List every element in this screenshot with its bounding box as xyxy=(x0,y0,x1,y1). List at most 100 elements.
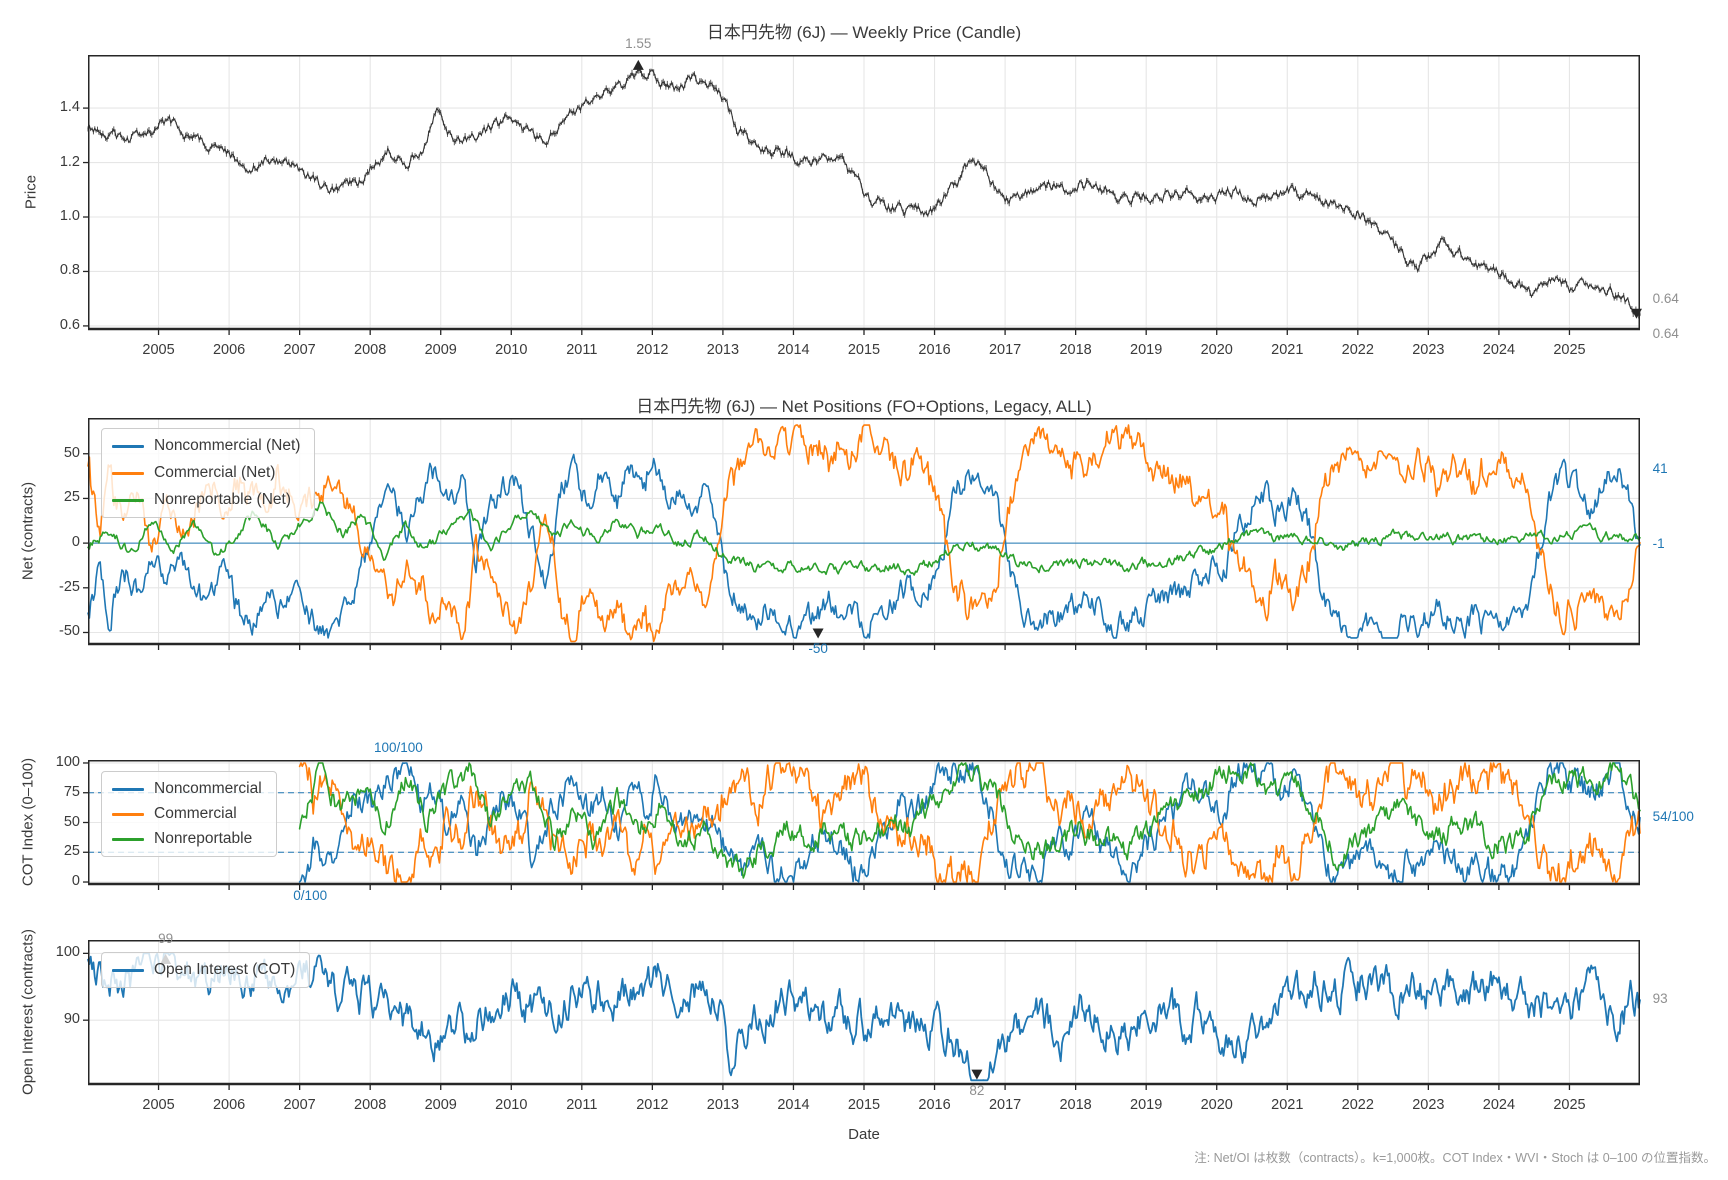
x-tick-label: 2009 xyxy=(424,1097,457,1113)
legend-item-noncommercial: Noncommercial xyxy=(112,780,262,798)
net-positions-plot-area xyxy=(83,418,1641,650)
price-plot-area xyxy=(83,55,1642,335)
x-tick-label: 2015 xyxy=(847,1097,881,1113)
y-tick-label: 0.6 xyxy=(59,316,80,333)
x-tick-label: 2008 xyxy=(354,342,387,358)
x-tick-label: 2005 xyxy=(142,342,175,358)
legend-item-open-interest: Open Interest (COT) xyxy=(112,961,295,979)
y-tick-label: 1.4 xyxy=(59,99,80,116)
x-tick-label: 2019 xyxy=(1130,1097,1163,1113)
net-panel-legend: Noncommercial (Net) Commercial (Net) Non… xyxy=(101,428,316,518)
x-tick-label: 2010 xyxy=(495,1097,528,1113)
oi-panel-legend: Open Interest (COT) xyxy=(101,952,311,988)
x-tick-label: 2021 xyxy=(1271,1097,1304,1113)
y-tick-label: 50 xyxy=(63,813,80,830)
x-tick-label: 2024 xyxy=(1482,1097,1516,1113)
net-peak-annotation: 41 xyxy=(1652,460,1668,476)
price-last-annotation: 0.64 xyxy=(1652,291,1679,307)
legend-item-noncommercial-net: Noncommercial (Net) xyxy=(112,437,300,455)
y-tick-label: 0.8 xyxy=(59,262,80,279)
price-min-annotation: 0.64 xyxy=(1652,325,1679,341)
y-tick-label: 0 xyxy=(71,873,80,890)
legend-item-commercial-net: Commercial (Net) xyxy=(112,464,300,482)
commercial-line-swatch xyxy=(112,471,144,475)
net-last-annotation: -1 xyxy=(1652,535,1665,551)
x-tick-label: 2015 xyxy=(847,342,881,358)
x-tick-label: 2011 xyxy=(566,1097,598,1113)
y-tick-label: 0 xyxy=(71,534,80,551)
y-tick-label: 50 xyxy=(63,444,80,461)
legend-item-nonreportable: Nonreportable xyxy=(112,830,262,848)
net-min-annotation: -50 xyxy=(808,641,828,657)
legend-label: Noncommercial xyxy=(154,780,262,797)
x-tick-label: 2010 xyxy=(495,342,528,358)
min-marker-triangle-down xyxy=(1631,308,1642,319)
oi-last-annotation: 93 xyxy=(1652,991,1668,1007)
y-tick-label: -50 xyxy=(59,623,80,640)
footnote: 注: Net/OI は枚数（contracts）。k=1,000枚。COT In… xyxy=(1194,1151,1716,1165)
x-tick-label: 2023 xyxy=(1412,342,1445,358)
x-tick-label: 2017 xyxy=(988,342,1022,358)
nonreportable-line-swatch xyxy=(112,498,144,502)
price-panel-title: 日本円先物 (6J) — Weekly Price (Candle) xyxy=(706,23,1022,42)
y-tick-label: 100 xyxy=(55,944,80,961)
cot-min-annotation: 0/100 xyxy=(293,888,328,904)
legend-item-nonreportable-net: Nonreportable (Net) xyxy=(112,491,300,509)
min-marker-triangle-down xyxy=(812,628,824,639)
commercial-line-swatch xyxy=(112,812,144,816)
x-tick-label: 2012 xyxy=(636,1097,669,1113)
y-tick-label: 100 xyxy=(55,753,80,770)
x-tick-label: 2018 xyxy=(1059,1097,1092,1113)
x-tick-label: 2017 xyxy=(988,1097,1022,1113)
legend-item-commercial: Commercial xyxy=(112,805,262,823)
legend-label: Nonreportable (Net) xyxy=(154,491,291,508)
x-tick-label: 2007 xyxy=(283,1097,316,1113)
open-interest-plot-area xyxy=(83,940,1641,1090)
x-tick-label: 2020 xyxy=(1200,1097,1233,1113)
legend-label: Noncommercial (Net) xyxy=(154,437,301,454)
legend-label: Commercial (Net) xyxy=(154,464,276,481)
x-tick-label: 2013 xyxy=(706,1097,740,1113)
x-axis-label: Date xyxy=(848,1126,880,1143)
x-tick-label: 2024 xyxy=(1482,342,1516,358)
min-marker-triangle-down xyxy=(971,1069,983,1080)
x-tick-label: 2008 xyxy=(354,1097,387,1113)
y-tick-label: 1.0 xyxy=(59,208,80,224)
x-tick-label: 2011 xyxy=(566,342,598,358)
price-max-annotation: 1.55 xyxy=(625,35,652,51)
y-tick-label: 1.2 xyxy=(59,153,80,170)
y-tick-label: 25 xyxy=(63,489,80,506)
x-tick-label: 2005 xyxy=(142,1097,175,1113)
x-tick-label: 2016 xyxy=(918,342,951,358)
x-tick-label: 2012 xyxy=(636,342,669,358)
x-tick-label: 2021 xyxy=(1271,342,1304,358)
cot-last-annotation: 54/100 xyxy=(1652,808,1694,824)
cot-index-plot-area xyxy=(83,760,1641,890)
x-tick-label: 2018 xyxy=(1059,342,1092,358)
open-interest-line-swatch xyxy=(112,968,144,972)
x-tick-label: 2016 xyxy=(918,1097,951,1113)
x-tick-label: 2009 xyxy=(424,342,457,358)
noncommercial-line-swatch xyxy=(112,787,144,791)
x-tick-label: 2022 xyxy=(1341,1097,1374,1113)
noncommercial-line-swatch xyxy=(112,444,144,448)
cot-panel-legend: Noncommercial Commercial Nonreportable xyxy=(101,771,277,857)
y-tick-label: -25 xyxy=(59,578,80,595)
max-marker-triangle-up xyxy=(632,59,644,70)
x-tick-label: 2022 xyxy=(1341,342,1374,358)
price-y-axis-label: Price xyxy=(22,174,40,210)
y-tick-label: 90 xyxy=(63,1011,80,1028)
y-tick-label: 25 xyxy=(63,843,80,860)
oi-max-annotation: 99 xyxy=(158,931,174,947)
net-panel-title: 日本円先物 (6J) — Net Positions (FO+Options, … xyxy=(636,397,1092,416)
legend-label: Open Interest (COT) xyxy=(154,961,296,978)
x-tick-label: 2007 xyxy=(283,342,316,358)
legend-label: Commercial xyxy=(154,805,237,822)
x-tick-label: 2023 xyxy=(1412,1097,1445,1113)
x-tick-label: 2014 xyxy=(777,1097,810,1113)
oi-min-annotation: 82 xyxy=(969,1082,985,1098)
x-tick-label: 2025 xyxy=(1553,342,1586,358)
x-tick-label: 2019 xyxy=(1130,342,1163,358)
legend-label: Nonreportable xyxy=(154,830,253,847)
